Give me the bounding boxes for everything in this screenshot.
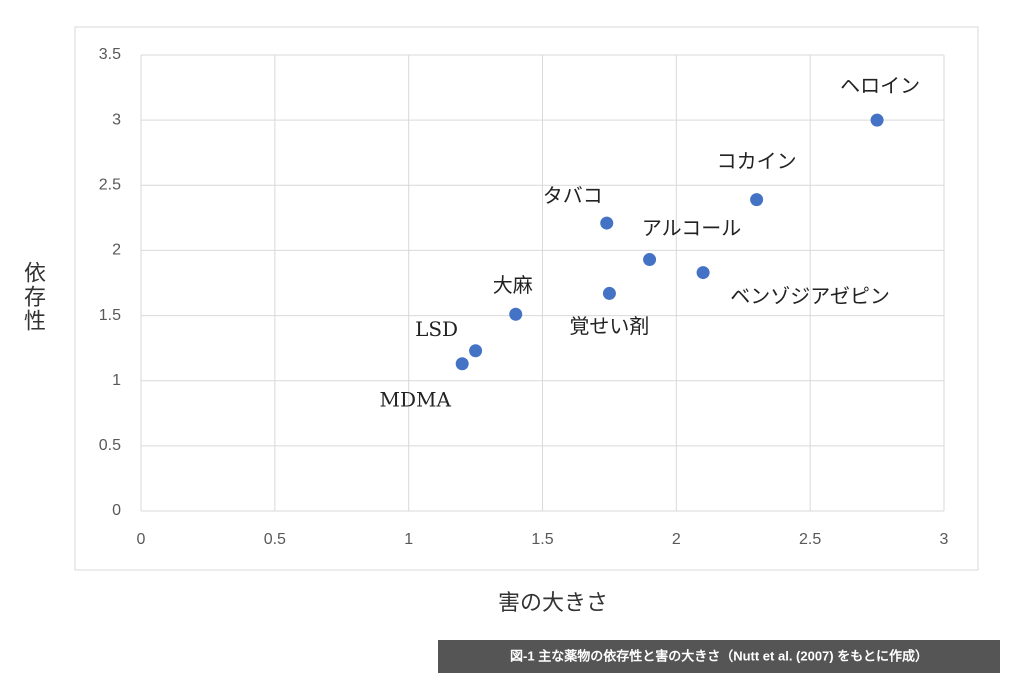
caption-box [438,640,1000,673]
point [455,357,469,371]
point [696,266,710,280]
x-tick-label: 0 [137,531,146,548]
point [602,286,616,300]
y-axis-label: 依存性 [20,261,46,333]
point [600,216,614,230]
x-tick-label: 3 [940,531,949,548]
point [870,113,884,127]
point [469,344,483,358]
x-axis-label: 害の大きさ [498,591,608,616]
point-label: LSD [415,317,458,341]
point [643,253,657,267]
y-tick-label: 0 [112,502,121,519]
point-label: 覚せい剤 [569,314,649,338]
point-label: ヘロイン [840,74,920,98]
y-tick-label: 0.5 [99,437,121,454]
y-tick-label: 1 [112,372,121,389]
y-tick-label: 3.5 [99,46,121,63]
point-label: コカイン [717,149,797,173]
x-tick-label: 1.5 [531,531,553,548]
point [509,307,523,321]
point-label: タバコ [543,184,603,208]
point [750,193,764,207]
point-label: MDMA [379,387,451,411]
y-tick-label: 1.5 [99,307,121,324]
caption: 図-1 主な薬物の依存性と害の大きさ（Nutt et al. (2007) をも… [510,648,928,663]
point-label: 大麻 [493,273,533,297]
chart-frame [74,26,979,571]
y-tick-label: 3 [112,111,121,128]
point-label: アルコール [642,216,741,240]
x-tick-label: 2 [672,531,681,548]
x-tick-label: 2.5 [799,531,821,548]
x-tick-label: 1 [404,531,413,548]
y-tick-label: 2 [112,242,121,259]
y-tick-label: 2.5 [99,177,121,194]
x-tick-label: 0.5 [264,531,286,548]
point-label: ベンゾジアゼピン [730,284,890,308]
